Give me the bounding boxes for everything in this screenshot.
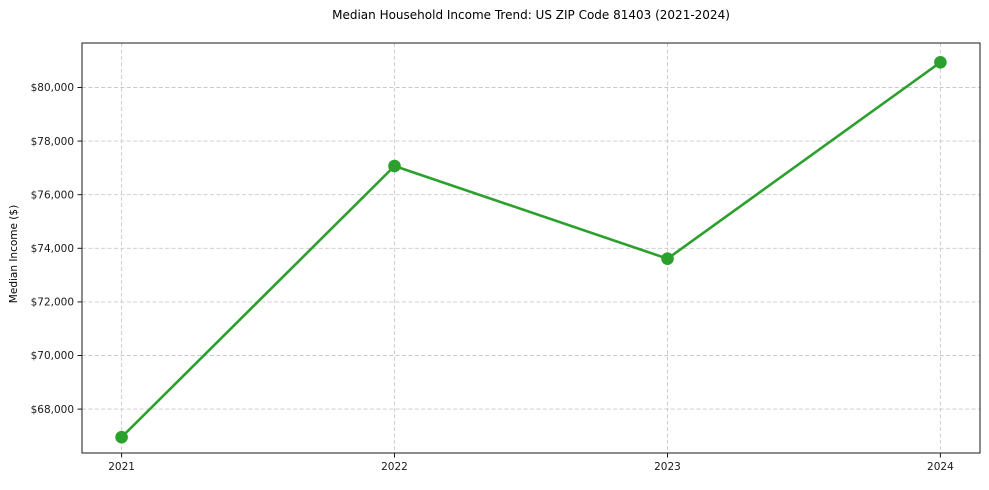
y-tick-label: $76,000 xyxy=(31,189,74,201)
y-tick-label: $72,000 xyxy=(31,297,74,309)
plot-border xyxy=(81,42,981,454)
y-tick-label: $74,000 xyxy=(31,243,74,255)
chart-title: Median Household Income Trend: US ZIP Co… xyxy=(332,8,730,22)
y-tick-label: $80,000 xyxy=(31,82,74,94)
y-tick-label: $68,000 xyxy=(31,404,74,416)
data-point-2022 xyxy=(388,159,401,173)
y-tick-label: $78,000 xyxy=(31,136,74,148)
x-tick-label: 2023 xyxy=(654,461,681,473)
x-tick-label: 2021 xyxy=(108,461,135,473)
y-tick-label: $70,000 xyxy=(31,350,74,362)
x-tick-label: 2022 xyxy=(381,461,408,473)
x-tick-label: 2024 xyxy=(927,461,954,473)
data-point-2021 xyxy=(115,430,128,444)
data-point-2023 xyxy=(661,252,674,265)
data-point-2024 xyxy=(934,56,947,69)
trend-line xyxy=(120,60,942,439)
